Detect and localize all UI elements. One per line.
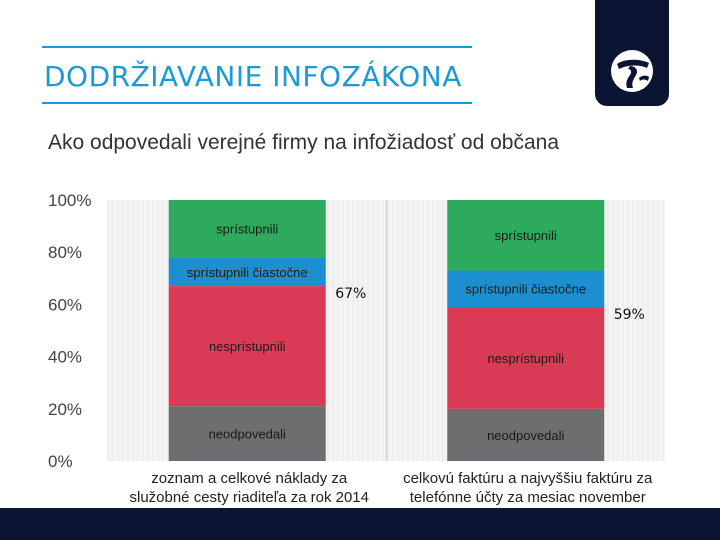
logo-tab (595, 0, 669, 106)
bar-segment (447, 270, 605, 308)
y-tick-label: 60% (48, 295, 82, 314)
stacked-bar-chart: neodpovedali nesprístupnili sprístupnili č… (48, 191, 665, 505)
segment-label: neodpovedali (209, 427, 286, 442)
segment-label: neodpovedali (487, 428, 564, 443)
bar-segment (168, 257, 326, 287)
segment-label: sprístupnili (495, 228, 557, 243)
y-tick-label: 80% (48, 243, 82, 262)
x-category-label: služobné cesty riaditeľa za rok 2014 (129, 489, 369, 505)
bar-segment (447, 307, 605, 409)
y-tick-label: 20% (48, 400, 82, 419)
title-rule-bottom (42, 102, 472, 104)
bar-segment (447, 408, 605, 461)
bar-segment (447, 200, 605, 271)
x-category-label: celkovú faktúru a najvyššiu faktúru za (403, 470, 653, 487)
y-tick-label: 100% (48, 191, 91, 210)
title-rule-top (42, 46, 472, 48)
x-category-label: zoznam a celkové náklady za (151, 470, 348, 487)
bar-segment (168, 406, 326, 461)
bar-segment (168, 200, 326, 258)
segment-label: sprístupnili čiastočne (187, 265, 308, 280)
transparency-international-logo-icon (611, 50, 653, 92)
segment-label: sprístupnili čiastočne (465, 282, 586, 297)
segment-label: sprístupnili (216, 222, 278, 237)
segment-label: nesprístupnili (487, 351, 564, 366)
page-title: DODRŽIAVANIE INFOZÁKONA (44, 60, 462, 93)
segment-label: nesprístupnili (209, 339, 286, 354)
y-tick-label: 0% (48, 452, 73, 471)
footer-bar (0, 508, 720, 540)
y-tick-label: 40% (48, 348, 82, 367)
percent-annotation: 59% (614, 307, 645, 323)
chart-subtitle: Ako odpovedali verejné firmy na infožiad… (48, 131, 560, 154)
x-category-label: telefónne účty za mesiac november (410, 489, 646, 505)
bar-segment (168, 286, 326, 407)
percent-annotation: 67% (335, 286, 366, 302)
